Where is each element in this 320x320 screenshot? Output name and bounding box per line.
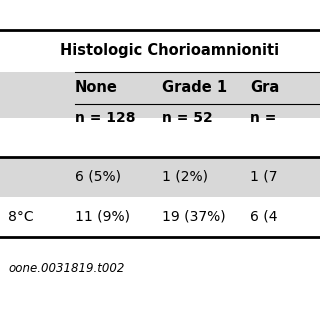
Text: 19 (37%): 19 (37%) bbox=[162, 210, 226, 224]
Text: Histologic Chorioamnioniti: Histologic Chorioamnioniti bbox=[60, 44, 280, 59]
Text: n =: n = bbox=[250, 111, 276, 125]
Bar bbox=[0, 30, 320, 72]
Text: 6 (4: 6 (4 bbox=[250, 210, 277, 224]
Text: 8°C: 8°C bbox=[8, 210, 34, 224]
Text: 11 (9%): 11 (9%) bbox=[75, 210, 130, 224]
Text: Grade 1: Grade 1 bbox=[162, 81, 227, 95]
Bar bbox=[0, 157, 320, 197]
Bar bbox=[0, 197, 320, 237]
Text: None: None bbox=[75, 81, 118, 95]
Text: Gra: Gra bbox=[250, 81, 279, 95]
Text: oone.0031819.t002: oone.0031819.t002 bbox=[8, 261, 124, 275]
Text: 1 (2%): 1 (2%) bbox=[162, 170, 208, 184]
Text: 6 (5%): 6 (5%) bbox=[75, 170, 121, 184]
Text: n = 52: n = 52 bbox=[162, 111, 213, 125]
Text: n = 128: n = 128 bbox=[75, 111, 135, 125]
Bar bbox=[0, 72, 320, 118]
Text: 1 (7: 1 (7 bbox=[250, 170, 277, 184]
